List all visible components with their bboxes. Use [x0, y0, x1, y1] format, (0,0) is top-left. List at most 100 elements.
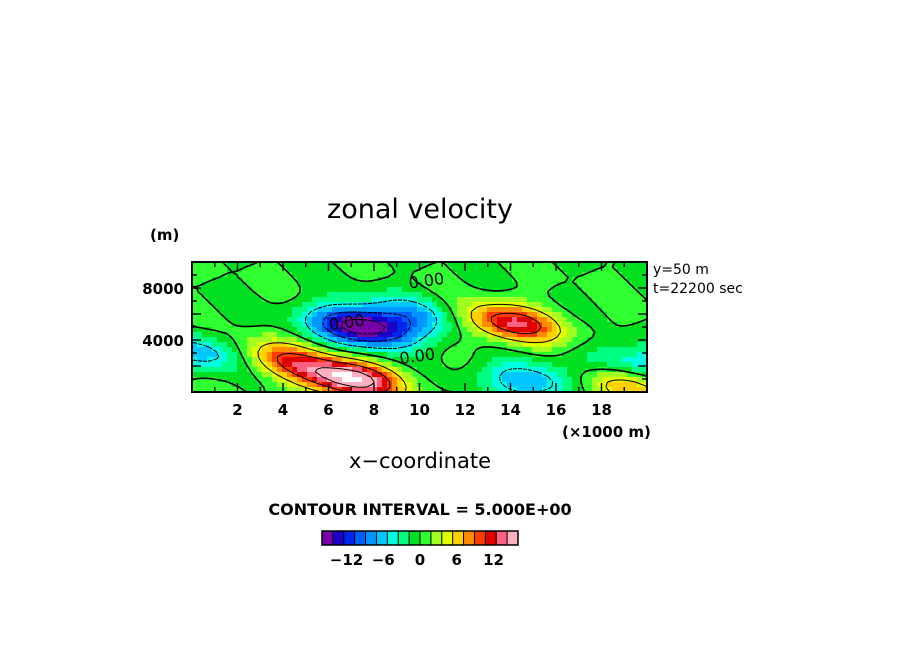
heatmap-cell [487, 282, 493, 288]
heatmap-cell [517, 327, 523, 333]
heatmap-cell [237, 372, 243, 378]
heatmap-cell [277, 302, 283, 308]
heatmap-cell [592, 297, 598, 303]
heatmap-cell [482, 357, 488, 363]
heatmap-cell [637, 292, 643, 298]
heatmap-cell [217, 262, 223, 268]
heatmap-cell [607, 332, 613, 338]
heatmap-cell [462, 377, 468, 383]
heatmap-cell [427, 347, 433, 353]
heatmap-cell [642, 292, 647, 298]
heatmap-cell [632, 342, 638, 348]
heatmap-cell [207, 372, 213, 378]
heatmap-cell [342, 287, 348, 293]
heatmap-cell [232, 372, 238, 378]
heatmap-cell [502, 367, 508, 373]
heatmap-cell [632, 272, 638, 278]
heatmap-cell [412, 362, 418, 368]
heatmap-cell [437, 297, 443, 303]
heatmap-cell [622, 297, 628, 303]
heatmap-cell [222, 292, 228, 298]
heatmap-cell [287, 322, 293, 328]
heatmap-cell [437, 357, 443, 363]
heatmap-cell [387, 287, 393, 293]
heatmap-cell [622, 357, 628, 363]
heatmap-cell [427, 322, 433, 328]
heatmap-cell [397, 322, 403, 328]
heatmap-cell [217, 322, 223, 328]
heatmap-cell [392, 387, 398, 392]
heatmap-cell [277, 277, 283, 283]
heatmap-cell [642, 267, 647, 273]
heatmap-cell [207, 367, 213, 373]
heatmap-cell [527, 277, 533, 283]
heatmap-cell [382, 367, 388, 373]
heatmap-cell [467, 292, 473, 298]
heatmap-cell [637, 347, 643, 353]
heatmap-cell [202, 322, 208, 328]
heatmap-cell [347, 347, 353, 353]
heatmap-cell [562, 322, 568, 328]
heatmap-cell [507, 292, 513, 298]
heatmap-cell [252, 327, 258, 333]
heatmap-cell [477, 267, 483, 273]
heatmap-cell [512, 267, 518, 273]
heatmap-cell [207, 282, 213, 288]
heatmap-cell [287, 262, 293, 268]
heatmap-cell [597, 297, 603, 303]
heatmap-cell [247, 287, 253, 293]
heatmap-cell [192, 312, 198, 318]
heatmap-cell [232, 262, 238, 268]
heatmap-cell [452, 322, 458, 328]
heatmap-cell [422, 357, 428, 363]
heatmap-cell [232, 332, 238, 338]
heatmap-cell [332, 332, 338, 338]
heatmap-cell [472, 322, 478, 328]
heatmap-cell [342, 322, 348, 328]
heatmap-cell [312, 322, 318, 328]
heatmap-cell [487, 357, 493, 363]
heatmap-cell [357, 277, 363, 283]
heatmap-cell [532, 277, 538, 283]
heatmap-cell [492, 312, 498, 318]
heatmap-cell [372, 342, 378, 348]
heatmap-cell [387, 327, 393, 333]
heatmap-cell [277, 382, 283, 388]
heatmap-cell [482, 327, 488, 333]
heatmap-cell [202, 262, 208, 268]
heatmap-cell [527, 322, 533, 328]
heatmap-cell [297, 337, 303, 343]
heatmap-cell [507, 372, 513, 378]
heatmap-cell [417, 327, 423, 333]
heatmap-cell [497, 337, 503, 343]
heatmap-cell [587, 267, 593, 273]
heatmap-cell [382, 282, 388, 288]
heatmap-cell [522, 332, 528, 338]
heatmap-cell [522, 297, 528, 303]
heatmap-cell [627, 342, 633, 348]
heatmap-cell [282, 387, 288, 392]
heatmap-cell [302, 357, 308, 363]
heatmap-cell [417, 307, 423, 313]
heatmap-cell [207, 302, 213, 308]
heatmap-cell [367, 292, 373, 298]
heatmap-cell [457, 292, 463, 298]
heatmap-cell [352, 347, 358, 353]
heatmap-cell [302, 302, 308, 308]
heatmap-cell [237, 337, 243, 343]
heatmap-cell [402, 292, 408, 298]
heatmap-cell [477, 292, 483, 298]
heatmap-cell [322, 292, 328, 298]
heatmap-cell [637, 362, 643, 368]
heatmap-cell [547, 342, 553, 348]
heatmap-cell [572, 262, 578, 268]
heatmap-cell [597, 387, 603, 392]
heatmap-cell [282, 287, 288, 293]
heatmap-cell [532, 302, 538, 308]
heatmap-cell [367, 342, 373, 348]
heatmap-cell [272, 347, 278, 353]
heatmap-cell [397, 267, 403, 273]
heatmap-cell [542, 262, 548, 268]
heatmap-cell [317, 297, 323, 303]
heatmap-cell [197, 347, 203, 353]
